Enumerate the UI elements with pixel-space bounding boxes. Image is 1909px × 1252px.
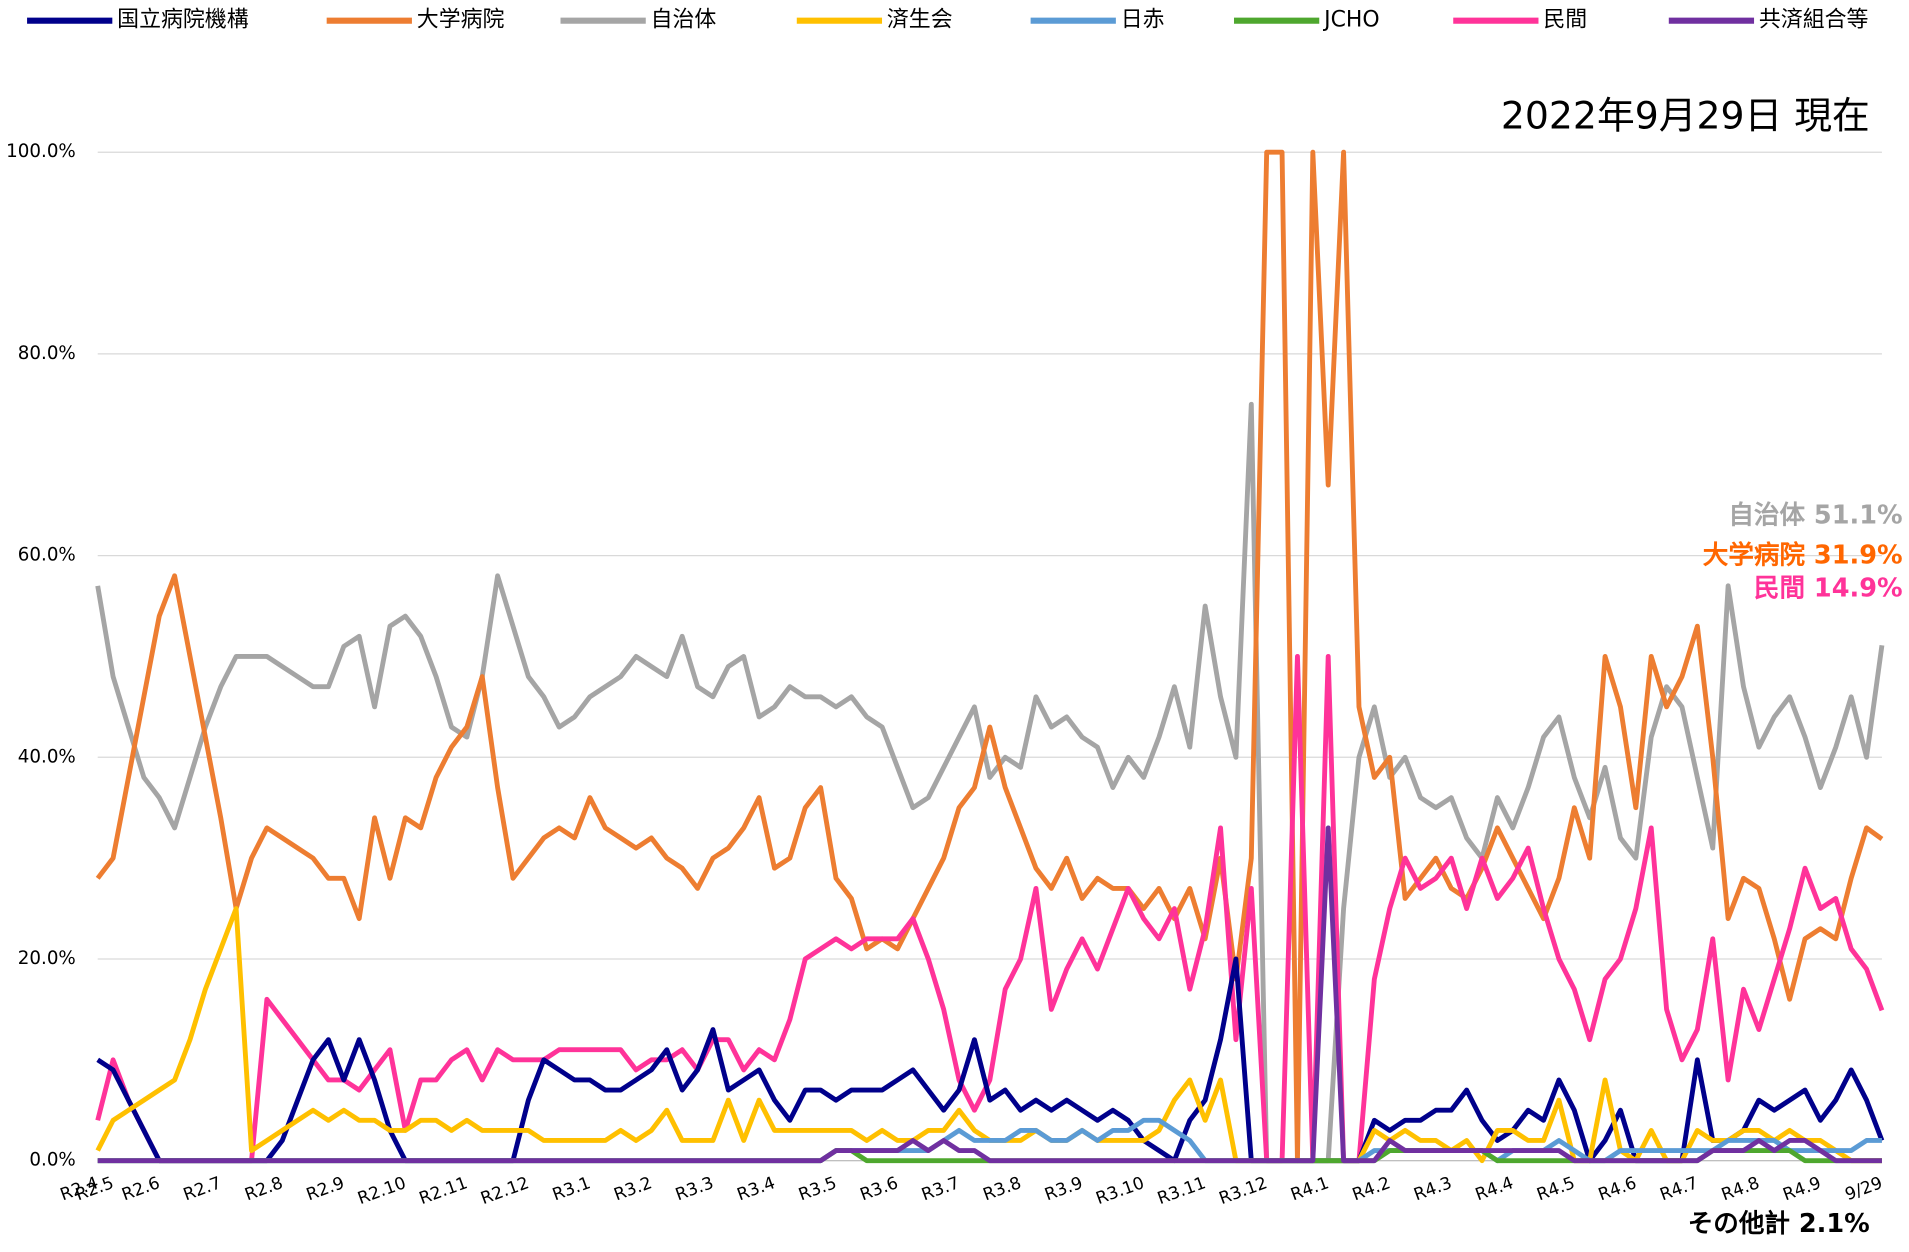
label-daigaku: 大学病院 31.9% (1703, 541, 1903, 571)
y-tick-label: 40.0% (18, 746, 76, 767)
x-tick-label: R4.5 (1534, 1173, 1577, 1205)
series-line (95, 401, 1885, 1164)
x-tick-label: R3.6 (857, 1173, 900, 1205)
y-tick-label: 0.0% (29, 1150, 75, 1171)
x-tick-label: R4.1 (1288, 1173, 1331, 1205)
legend-label: 大学病院 (417, 8, 505, 33)
y-tick-label: 60.0% (18, 545, 76, 566)
label-minkan: 民間 14.9% (1754, 573, 1903, 603)
legend: 国立病院機構 大学病院 自治体 済生会 日赤 JCHO 民間 共済組合等 (27, 8, 1868, 33)
x-tick-label: R4.7 (1657, 1173, 1700, 1205)
x-tick-label: R3.10 (1093, 1173, 1147, 1209)
x-tick-label: R3.9 (1042, 1173, 1085, 1205)
x-tick-label: R3.8 (981, 1173, 1024, 1205)
x-tick-label: R2.7 (181, 1173, 224, 1205)
x-tick-label: R3.3 (673, 1173, 716, 1205)
legend-label: 日赤 (1121, 8, 1165, 33)
date-note: 2022年9月29日 現在 (1501, 94, 1870, 138)
series-line (95, 654, 1885, 1164)
label-other: その他計 2.1% (1688, 1209, 1870, 1239)
x-tick-label: R2.10 (355, 1173, 409, 1209)
x-tick-label: R3.2 (611, 1173, 654, 1205)
y-tick-label: 20.0% (18, 948, 76, 969)
legend-label: 民間 (1543, 8, 1587, 33)
x-tick-label: R3.11 (1155, 1173, 1209, 1209)
y-tick-label: 100.0% (6, 141, 76, 162)
series-line (95, 906, 1882, 1164)
legend-label: 共済組合等 (1759, 8, 1869, 33)
legend-label: 済生会 (887, 8, 953, 33)
x-tick-label: R4.4 (1473, 1173, 1516, 1205)
series-line (96, 956, 1885, 1164)
x-tick-label: 9/29 (1843, 1173, 1886, 1205)
x-tick-label: R4.2 (1350, 1173, 1393, 1205)
x-tick-label: R3.4 (734, 1173, 777, 1205)
x-tick-label: R2.12 (478, 1173, 532, 1209)
x-tick-label: R2.9 (304, 1173, 347, 1205)
x-tick-label: R3.7 (919, 1173, 962, 1205)
x-tick-label: R3.12 (1216, 1173, 1270, 1209)
x-tick-label: R4.6 (1596, 1173, 1639, 1205)
x-tick-label: R2.6 (119, 1173, 162, 1205)
label-jichitai: 自治体 51.1% (1728, 500, 1902, 530)
series-line (95, 149, 1884, 1164)
legend-label: JCHO (1322, 8, 1379, 33)
x-tick-label: R3.1 (550, 1173, 593, 1205)
plot-lines (95, 149, 1885, 1164)
legend-label: 国立病院機構 (117, 8, 249, 33)
x-tick-label: R2.8 (242, 1173, 285, 1205)
x-tick-label: R2.11 (417, 1173, 471, 1209)
x-tick-label: R4.3 (1411, 1173, 1454, 1205)
y-tick-label: 80.0% (18, 343, 76, 364)
x-tick-label: R4.8 (1719, 1173, 1762, 1205)
x-tick-label: R4.9 (1780, 1173, 1823, 1205)
series-line (97, 825, 1882, 1164)
legend-label: 自治体 (651, 8, 717, 33)
x-tick-label: R3.5 (796, 1173, 839, 1205)
